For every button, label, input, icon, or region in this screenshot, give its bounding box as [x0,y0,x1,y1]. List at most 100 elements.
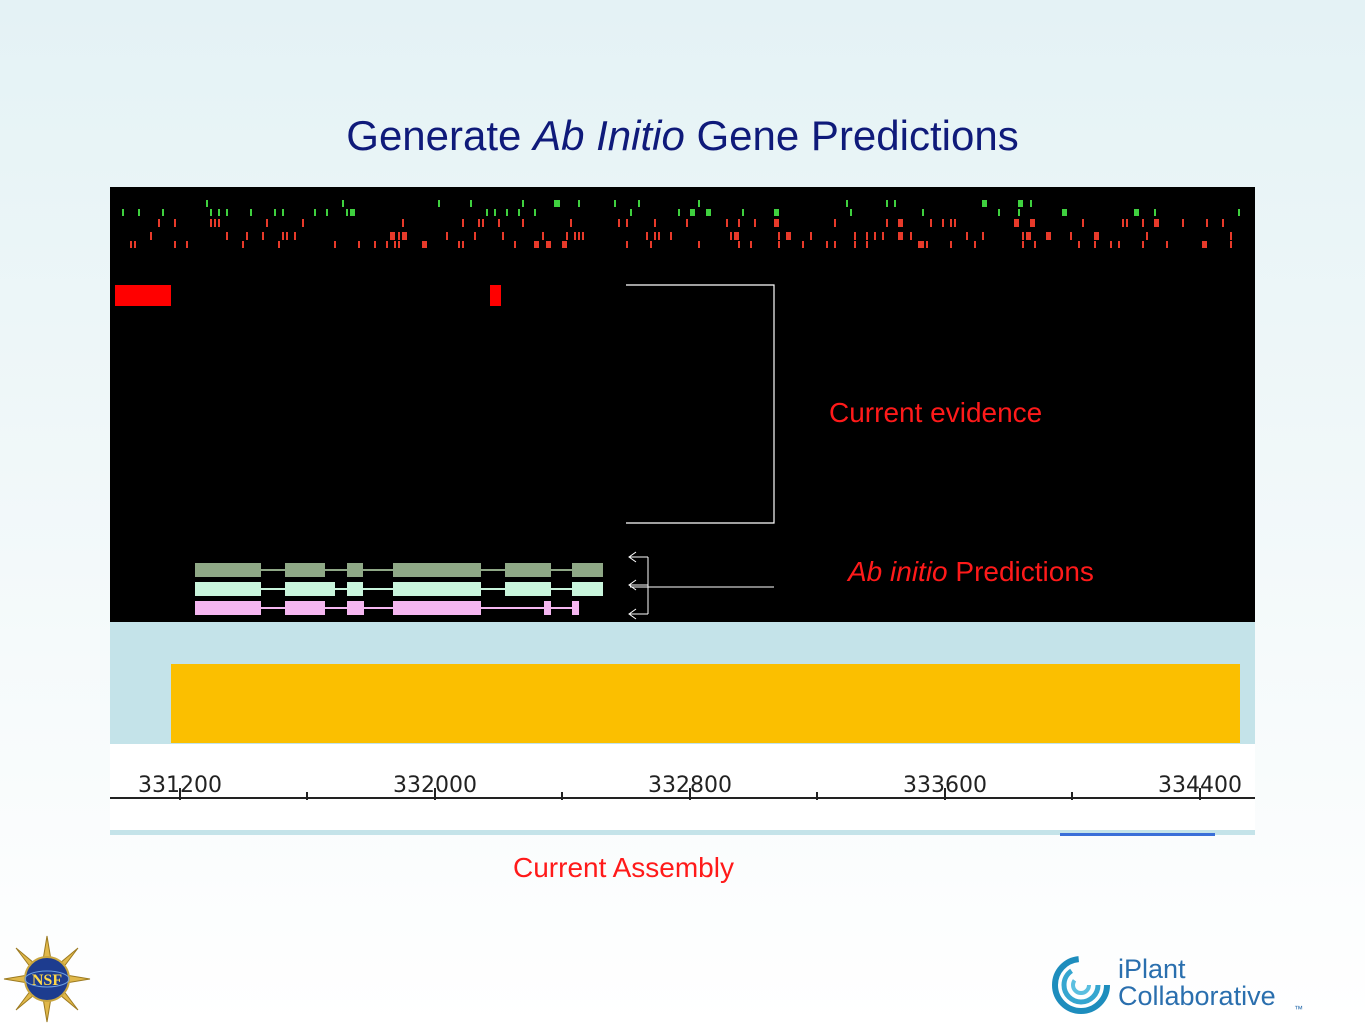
evidence-mark [542,232,544,240]
assembly-bar [171,664,1240,743]
evidence-mark [462,241,464,248]
evidence-mark [1082,219,1084,227]
evidence-mark [1222,219,1224,227]
evidence-mark [174,241,176,248]
evidence-mark [670,232,672,240]
evidence-mark [294,232,296,240]
evidence-mark [886,219,888,227]
evidence-mark [150,232,152,240]
iplant-logo: iPlant Collaborative ™ [1050,952,1303,1018]
evidence-mark [1146,232,1148,240]
evidence-mark [650,241,652,248]
evidence-mark [738,241,740,248]
evidence-label: Current evidence [829,397,1043,428]
slide-title: Generate Ab Initio Gene Predictions [0,112,1365,160]
evidence-mark [918,241,923,248]
evidence-mark [582,232,584,240]
evidence-mark [866,232,868,240]
evidence-mark [186,241,188,248]
evidence-mark [658,232,660,240]
coordinate-ruler: 331200 332000 332800 333600 334400 [110,744,1255,832]
evidence-mark [1070,232,1072,240]
evidence-mark [630,209,632,216]
evidence-mark [398,241,400,248]
evidence-mark [922,241,924,248]
evidence-mark [974,241,976,248]
evidence-mark [522,219,524,227]
title-part-2: Ab Initio [533,112,685,159]
evidence-mark [574,232,576,240]
gene-exon [572,582,603,596]
evidence-mark [1206,219,1208,227]
evidence-mark [626,219,628,227]
evidence-mark [734,232,739,240]
evidence-mark [342,200,344,207]
evidence-mark [218,209,220,216]
evidence-mark [626,241,628,248]
evidence-mark [506,209,508,216]
ruler-tick-label: 331200 [138,773,222,798]
evidence-mark [1142,219,1144,227]
evidence-mark [402,232,407,240]
iplant-line-2: Collaborative [1118,981,1276,1011]
evidence-mark [930,219,932,227]
evidence-mark [1030,200,1032,207]
evidence-mark [942,219,944,227]
evidence-mark [1062,209,1067,216]
ruler-bottom-line [110,830,1255,835]
evidence-mark [314,209,316,216]
evidence-mark [1046,232,1051,240]
evidence-mark [1166,241,1168,248]
abinitio-label-rest: Predictions [947,556,1094,587]
evidence-mark [390,232,395,240]
evidence-mark [218,219,220,227]
evidence-mark [886,200,888,207]
ruler-scroll-indicator[interactable] [1060,833,1215,836]
evidence-mark [226,209,228,216]
evidence-mark [646,232,648,240]
evidence-mark [462,219,464,227]
evidence-mark [954,219,956,227]
evidence-mark [474,232,476,240]
evidence-mark [618,219,620,227]
title-part-3: Gene Predictions [684,112,1019,159]
evidence-mark [486,209,488,216]
evidence-mark [546,241,551,248]
evidence-mark [614,200,616,207]
evidence-mark [242,241,244,248]
iplant-trademark: ™ [1294,1004,1303,1014]
evidence-mark [1202,241,1207,248]
evidence-mark [834,241,836,248]
evidence-mark [394,241,396,248]
evidence-mark [922,209,924,216]
nsf-logo-text: NSF [32,972,62,989]
evidence-mark [1142,241,1144,248]
evidence-bracket [626,284,775,524]
evidence-mark [214,219,216,227]
evidence-mark [358,241,360,248]
evidence-mark [570,219,572,227]
assembly-label: Current Assembly [513,852,734,883]
evidence-mark [534,209,536,216]
evidence-mark [134,241,136,248]
evidence-mark [1154,219,1159,227]
evidence-mark [566,232,568,240]
evidence-mark [266,219,268,227]
evidence-mark [678,209,680,216]
evidence-tracks [115,200,1240,620]
evidence-mark [1078,241,1080,248]
prediction-arrow-head [628,608,637,620]
evidence-mark [350,209,355,216]
ruler-tick-label: 333600 [903,773,987,798]
evidence-mark [374,241,376,248]
evidence-mark [562,241,567,248]
evidence-mark [1238,209,1240,216]
evidence-mark [250,209,252,216]
ruler-tick-label: 332800 [648,773,732,798]
evidence-mark [826,241,828,248]
iplant-line-1: iPlant [1118,954,1186,984]
prediction-arrow-head [628,551,637,563]
evidence-mark [1034,241,1036,248]
evidence-mark [514,241,516,248]
evidence-mark [558,200,560,207]
